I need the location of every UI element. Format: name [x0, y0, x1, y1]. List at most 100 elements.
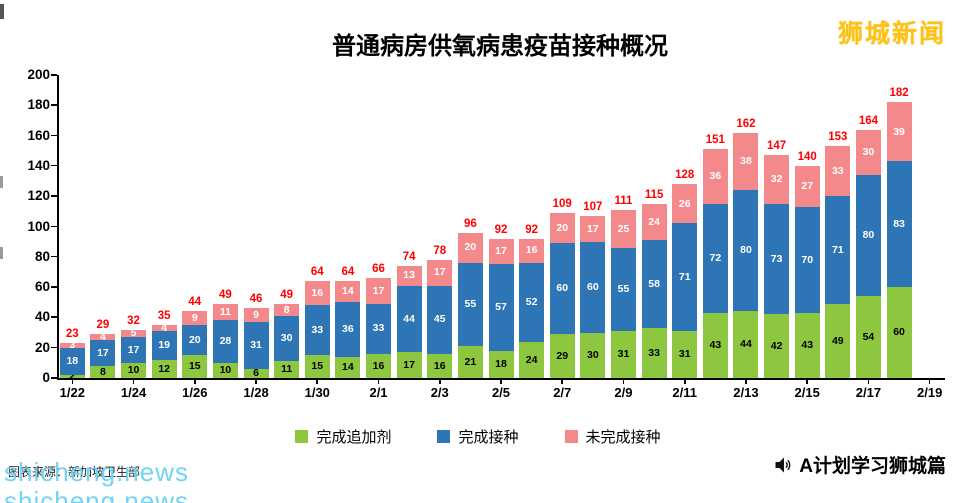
bar-segment-not-fully-vaccinated: 20 [549, 212, 575, 244]
x-axis-tick-label: 2/1 [369, 385, 388, 400]
bar-value-label: 32 [770, 173, 783, 186]
y-axis-tick-label: 40 [34, 309, 50, 325]
bar-total-label: 147 [766, 140, 787, 153]
bar-segment-fully-vaccinated: 73 [764, 203, 790, 315]
bar-value-label: 80 [862, 229, 875, 242]
y-axis-tick-mark [51, 346, 57, 349]
bar-segment-fully-vaccinated: 57 [488, 264, 514, 351]
bar-total-label: 109 [552, 197, 572, 210]
bar-segment-booster: 8 [90, 365, 116, 378]
bar-value-label: 11 [281, 363, 293, 376]
y-axis-tick-label: 120 [27, 188, 50, 204]
chart-legend: 完成追加剂 完成接种 未完成接种 [0, 426, 956, 447]
bar-value-label: 8 [100, 365, 106, 378]
bar-value-label: 71 [678, 271, 691, 283]
footer-channel: A计划学习狮城篇 [774, 451, 946, 478]
bar-value-label: 71 [831, 243, 844, 256]
x-axis-tick-mark [928, 378, 931, 384]
x-axis-tick-label: 2/9 [614, 385, 633, 400]
x-axis-tick-label: 1/24 [120, 385, 147, 400]
bar-value-label: 45 [433, 313, 446, 326]
x-axis-tick-label: 2/3 [430, 385, 449, 400]
bar-segment-booster: 15 [304, 355, 330, 378]
y-axis-tick-label: 20 [34, 339, 50, 355]
y-axis-tick-mark [51, 225, 57, 228]
bar-segment-booster: 17 [396, 352, 422, 378]
bar-value-label: 57 [495, 301, 507, 314]
bar-value-label: 43 [709, 339, 722, 352]
legend-item-fully-vaccinated: 完成接种 [437, 426, 519, 447]
bar-segment-not-fully-vaccinated: 36 [702, 149, 728, 204]
watermark-shicheng-news: shicheng.news [4, 457, 189, 487]
bar-segment-booster: 18 [488, 350, 514, 378]
y-axis-tick-label: 100 [27, 218, 50, 234]
bar-segment-fully-vaccinated: 80 [733, 190, 759, 312]
bar-segment-booster: 43 [794, 312, 820, 378]
y-axis-tick-label: 60 [34, 279, 50, 295]
bar-value-label: 27 [801, 180, 814, 193]
y-axis-tick-mark [51, 164, 57, 167]
footer-channel-label: A计划学习狮城篇 [799, 456, 946, 477]
bar-value-label: 52 [525, 295, 538, 308]
bar-segment-fully-vaccinated: 71 [825, 196, 851, 304]
bar-segment-fully-vaccinated: 55 [457, 262, 483, 347]
x-axis-tick-mark [561, 378, 564, 384]
bar-segment-not-fully-vaccinated: 30 [855, 129, 881, 175]
bar-value-label: 20 [464, 241, 477, 254]
bar-total-label: 162 [736, 117, 756, 130]
bar-value-label: 33 [648, 346, 660, 359]
bar-segment-fully-vaccinated: 31 [243, 321, 269, 369]
bar-segment-not-fully-vaccinated: 26 [672, 184, 698, 224]
bar-value-label: 38 [740, 155, 752, 168]
bar-value-label: 30 [862, 146, 875, 158]
x-axis-tick-mark [745, 378, 747, 384]
bar-value-label: 33 [372, 322, 385, 335]
y-axis-tick-mark [51, 74, 57, 76]
bar-segment-not-fully-vaccinated: 20 [457, 232, 483, 263]
bar-segment-booster: 30 [580, 332, 606, 378]
bar-value-label: 73 [770, 252, 783, 265]
bar-total-label: 111 [614, 194, 633, 207]
edge-artifact [0, 176, 3, 188]
bar-segment-not-fully-vaccinated: 16 [304, 281, 330, 306]
bar-segment-booster: 10 [212, 362, 238, 378]
x-axis-tick-mark [193, 378, 196, 384]
bar-total-label: 78 [433, 244, 447, 257]
y-axis-tick-label: 200 [27, 67, 50, 82]
bar-value-label: 9 [253, 308, 259, 321]
bar-segment-not-fully-vaccinated: 5 [121, 328, 147, 338]
y-axis-tick-label: 180 [27, 97, 50, 113]
bar-value-label: 17 [372, 284, 385, 297]
bar-segment-not-fully-vaccinated: 32 [764, 155, 790, 204]
bar-value-label: 17 [127, 343, 140, 356]
bar-value-label: 25 [617, 222, 630, 235]
bar-value-label: 18 [66, 355, 79, 368]
bar-segment-fully-vaccinated: 71 [672, 223, 698, 332]
bar-value-label: 28 [219, 335, 232, 348]
bar-value-label: 12 [158, 362, 171, 375]
y-axis-tick-mark [51, 104, 57, 106]
bar-total-label: 66 [372, 263, 385, 275]
bar-segment-fully-vaccinated: 28 [212, 320, 238, 363]
bar-value-label: 30 [280, 332, 293, 345]
bar-value-label: 42 [770, 339, 783, 352]
bar-total-label: 49 [219, 288, 232, 301]
bar-total-label: 115 [644, 188, 664, 201]
bar-total-label: 92 [525, 223, 538, 236]
bar-segment-booster: 31 [672, 331, 698, 378]
bar-total-label: 153 [828, 131, 848, 144]
bar-segment-fully-vaccinated: 55 [610, 247, 636, 332]
y-axis-tick-label: 80 [34, 248, 50, 264]
bar-value-label: 44 [740, 338, 752, 351]
y-axis-line [57, 75, 59, 378]
bar-segment-fully-vaccinated: 60 [580, 241, 606, 333]
bar-value-label: 33 [311, 324, 324, 336]
bar-total-label: 107 [583, 200, 603, 213]
x-axis-tick-mark [683, 378, 686, 384]
bar-segment-not-fully-vaccinated: 8 [274, 303, 300, 316]
x-axis-tick-label: 1/28 [243, 385, 269, 400]
bar-value-label: 17 [587, 222, 599, 235]
bar-value-label: 17 [97, 346, 109, 359]
x-axis-tick-label: 2/13 [733, 385, 759, 400]
legend-swatch-not-fully-vaccinated [564, 430, 578, 443]
